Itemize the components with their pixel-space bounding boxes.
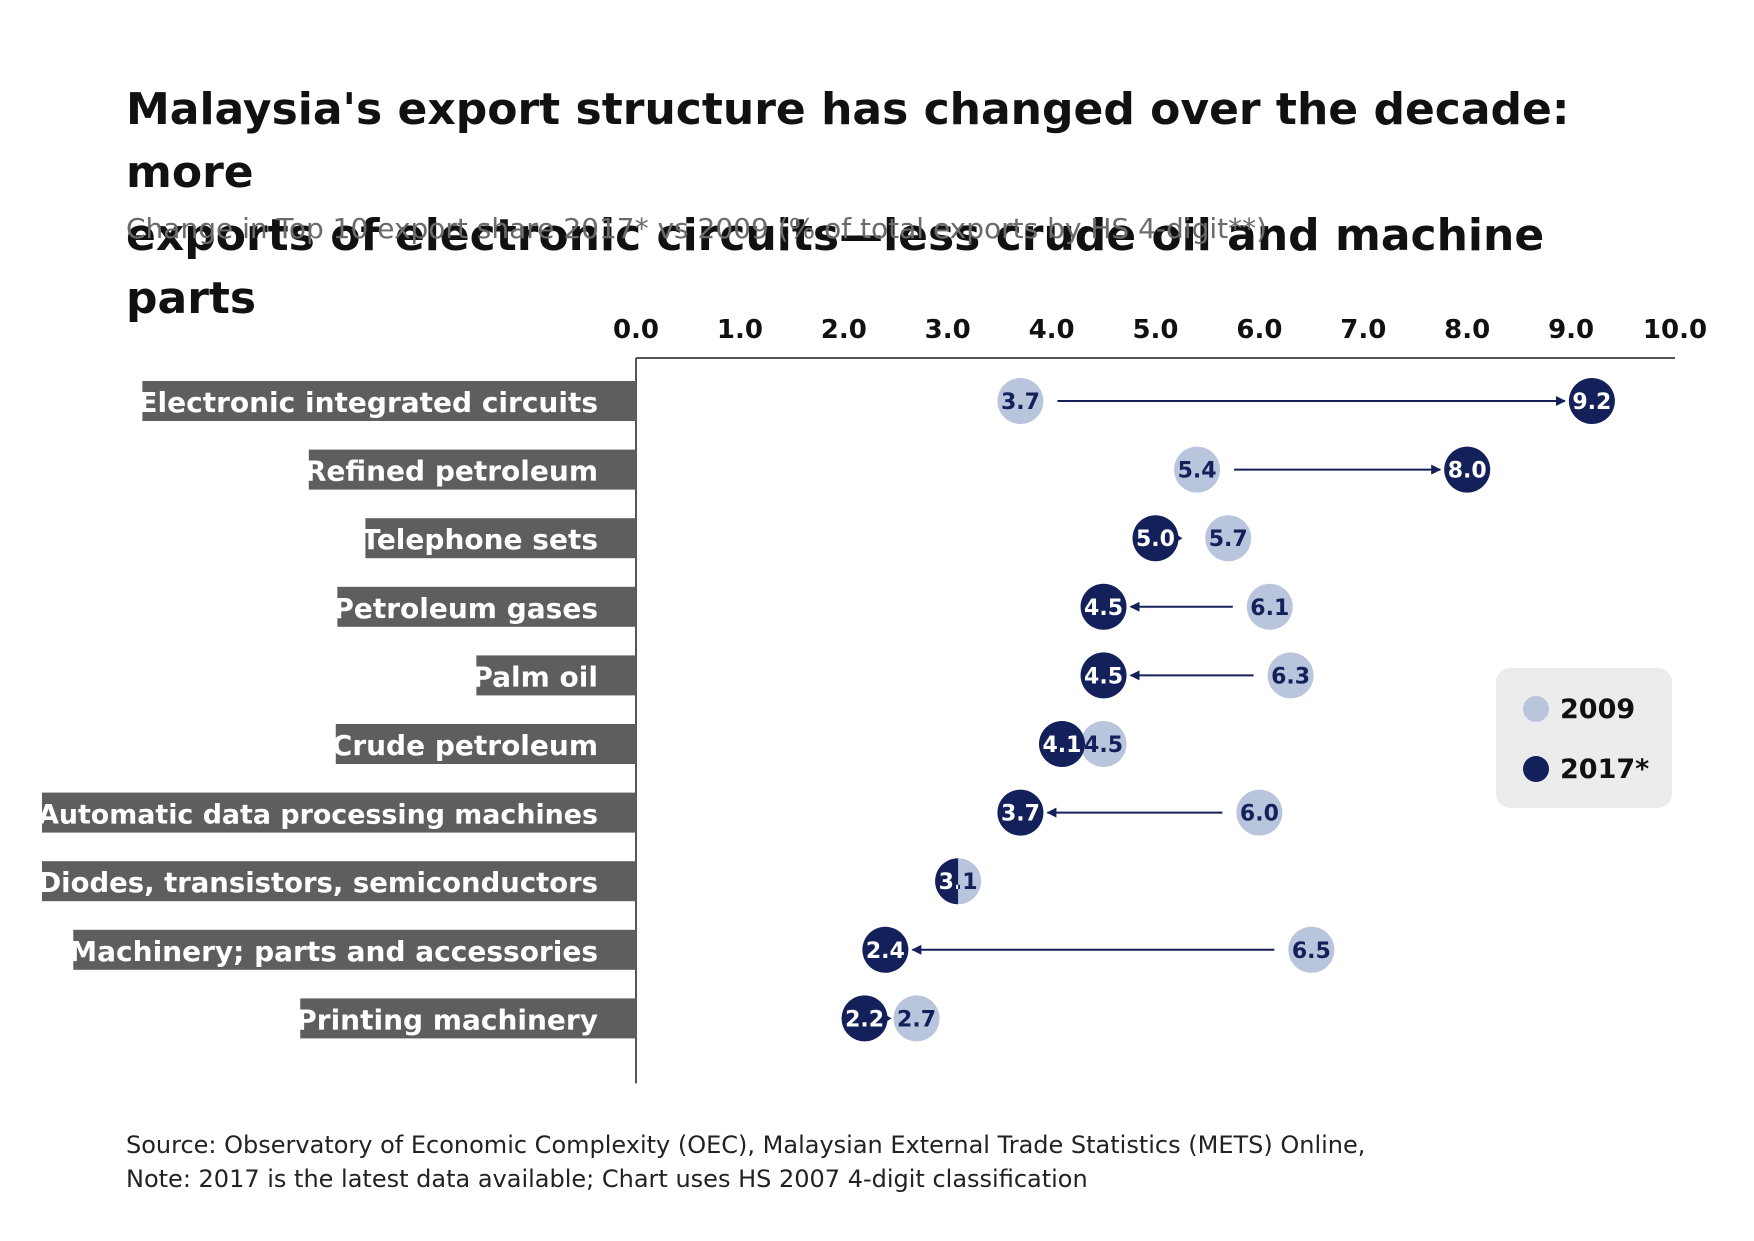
value-label-2017: 2.4 xyxy=(866,939,905,964)
value-label-2017: 4.5 xyxy=(1084,596,1123,621)
category-label-bar xyxy=(365,518,636,559)
data-note: Note: 2017 is the latest data available;… xyxy=(126,1165,1088,1193)
category-label: Refined petroleum xyxy=(305,455,598,488)
chart-row: Diodes, transistors, semiconductors 3.13.… xyxy=(38,858,982,905)
x-tick-label: 4.0 xyxy=(1029,315,1075,345)
legend-box xyxy=(1496,668,1672,808)
point-2009 xyxy=(1174,446,1221,493)
category-label-bar xyxy=(300,998,636,1039)
point-2017 xyxy=(1080,652,1127,699)
value-label-2017: 3.7 xyxy=(1001,802,1040,827)
point-2017 xyxy=(935,858,959,905)
chart-footer: Source: Observatory of Economic Complexi… xyxy=(126,1128,1686,1196)
x-tick-label: 6.0 xyxy=(1236,315,1282,345)
legend-swatch xyxy=(1523,696,1549,722)
category-label-bar xyxy=(142,381,636,421)
category-label: Petroleum gases xyxy=(333,592,598,625)
x-tick-label: 1.0 xyxy=(717,315,763,345)
chart-row: Printing machinery 2.7 2.2 xyxy=(296,995,940,1042)
point-2017 xyxy=(1080,583,1127,630)
point-2017 xyxy=(862,926,909,973)
legend-swatch xyxy=(1523,756,1549,782)
category-label: Automatic data processing machines xyxy=(38,800,598,831)
point-2009 xyxy=(893,995,940,1042)
x-tick-label: 10.0 xyxy=(1643,315,1707,345)
point-2009 xyxy=(958,858,982,905)
chart-title: Malaysia's export structure has changed … xyxy=(126,78,1686,330)
chart-row: Machinery; parts and accessories 6.5 2.4 xyxy=(69,926,1335,973)
value-label-2009: 6.0 xyxy=(1240,802,1279,827)
value-label-2009: 5.4 xyxy=(1178,459,1217,484)
point-2017 xyxy=(1568,378,1615,424)
point-2017 xyxy=(1038,721,1085,767)
legend-label: 2017* xyxy=(1560,754,1649,785)
value-label-2009: 3.7 xyxy=(1001,390,1040,415)
x-tick-label: 0.0 xyxy=(613,315,659,345)
value-label-2009: 6.1 xyxy=(1250,596,1289,621)
x-tick-label: 8.0 xyxy=(1444,315,1490,345)
chart-row: Crude petroleum 4.54.1 xyxy=(332,721,1127,767)
category-label: Diodes, transistors, semiconductors xyxy=(38,867,598,899)
category-label-bar xyxy=(476,655,636,696)
source-note: Source: Observatory of Economic Complexi… xyxy=(126,1131,1366,1159)
value-label-2009: 2.7 xyxy=(897,1007,936,1032)
point-2017 xyxy=(841,995,888,1042)
point-2017 xyxy=(997,789,1044,836)
category-label: Machinery; parts and accessories xyxy=(69,935,598,968)
chart-rows: Electronic integrated circuits 3.7 9.2 Refi… xyxy=(38,378,1615,1042)
x-tick-label: 3.0 xyxy=(925,315,971,345)
point-2009 xyxy=(1267,652,1314,699)
chart-row: Petroleum gases 6.1 4.5 xyxy=(333,583,1293,630)
chart-row: Telephone sets 5.7 5.0 xyxy=(361,515,1252,562)
legend: 2009 2017* xyxy=(1496,668,1672,808)
chart-subtitle: Change in Top 10 export share 2017* vs 2… xyxy=(126,212,1268,245)
category-label: Electronic integrated circuits xyxy=(138,386,598,419)
point-2009 xyxy=(1236,789,1283,836)
category-label-bar xyxy=(73,929,636,970)
value-label-2017: 4.5 xyxy=(1084,664,1123,689)
point-2009 xyxy=(1246,583,1293,630)
x-tick-label: 2.0 xyxy=(821,315,867,345)
x-tick-label: 5.0 xyxy=(1132,315,1178,345)
x-axis: 0.0 1.0 2.0 3.0 4.0 5.0 6.0 7.0 8.0 9.0 10.0 xyxy=(613,315,1707,1084)
value-label-2009: 5.7 xyxy=(1209,527,1248,552)
chart-row: Automatic data processing machines 6.0 3.7 xyxy=(38,789,1283,836)
point-2017 xyxy=(1132,515,1179,562)
chart-title-line-2: exports of electronic circuits—less crud… xyxy=(126,210,1545,324)
point-2009 xyxy=(997,378,1044,424)
value-label-2009: 6.3 xyxy=(1271,664,1310,689)
point-2009 xyxy=(1288,926,1335,973)
category-label: Printing machinery xyxy=(296,1003,598,1036)
value-label-2017: 8.0 xyxy=(1448,459,1487,484)
category-label: Crude petroleum xyxy=(332,729,598,762)
chart-title-line-1: Malaysia's export structure has changed … xyxy=(126,84,1570,198)
category-label-bar xyxy=(337,586,636,627)
value-label-2017: 4.1 xyxy=(1042,733,1081,758)
value-label-2017: 5.0 xyxy=(1136,527,1175,552)
category-label-bar xyxy=(42,792,636,833)
x-tick-label: 9.0 xyxy=(1548,315,1594,345)
x-tick-label: 7.0 xyxy=(1340,315,1386,345)
category-label-bar xyxy=(308,449,636,490)
value-label-2009: 4.5 xyxy=(1084,733,1123,758)
legend-label: 2009 xyxy=(1560,694,1635,725)
category-label: Palm oil xyxy=(472,660,598,693)
value-label-2017: 2.2 xyxy=(845,1007,884,1032)
category-label-bar xyxy=(42,861,636,902)
point-2009 xyxy=(1205,515,1252,562)
value-label-2009: 6.5 xyxy=(1292,939,1331,964)
value-label-2009: 3.1 xyxy=(939,870,978,895)
point-2017 xyxy=(1444,446,1491,493)
point-2009 xyxy=(1080,721,1127,767)
category-label: Telephone sets xyxy=(361,523,598,556)
chart-row: Refined petroleum 5.4 8.0 xyxy=(305,446,1491,493)
category-label-bar xyxy=(335,724,636,764)
value-label-2017: 9.2 xyxy=(1572,390,1611,415)
chart-row: Palm oil 6.3 4.5 xyxy=(472,652,1314,699)
chart-row: Electronic integrated circuits 3.7 9.2 xyxy=(138,378,1615,424)
